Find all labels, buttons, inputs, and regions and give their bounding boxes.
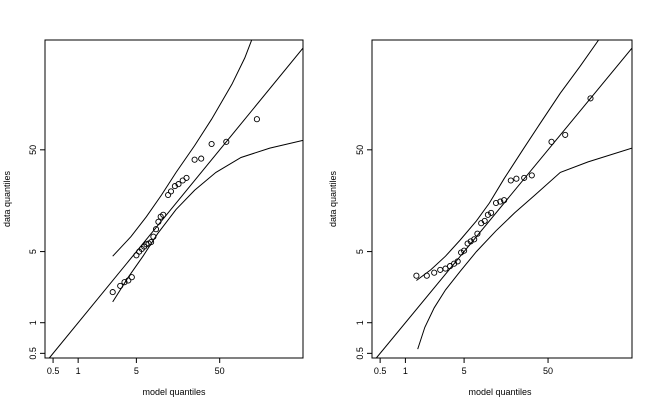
data-point — [513, 175, 520, 182]
plot-frame — [371, 39, 633, 359]
x-tick-label: 1 — [403, 366, 408, 376]
upper-envelope-line — [112, 40, 253, 257]
data-point — [587, 95, 594, 102]
data-point — [501, 197, 508, 204]
x-tick-label: 0.5 — [374, 366, 387, 376]
data-point — [160, 211, 167, 218]
x-axis-title: model quantiles — [142, 387, 206, 397]
data-point — [191, 156, 198, 163]
lower-envelope-line — [112, 139, 303, 303]
data-point — [148, 239, 155, 246]
data-point — [117, 282, 124, 289]
data-point — [442, 265, 449, 272]
data-point — [454, 258, 461, 265]
upper-envelope-line — [416, 40, 600, 281]
y-axis-title: data quantiles — [2, 170, 12, 227]
point-layer — [413, 95, 594, 279]
y-tick-layer: 0.5 1 5 50 — [355, 145, 372, 360]
data-point — [492, 199, 500, 207]
y-axis-title: data quantiles — [328, 170, 338, 227]
data-point — [413, 272, 420, 279]
point-layer — [109, 116, 260, 296]
x-tick-label: 0.5 — [47, 366, 60, 376]
y-tick-label: 1 — [355, 320, 365, 325]
data-point — [125, 277, 132, 284]
data-point — [507, 177, 514, 184]
data-point — [464, 240, 471, 247]
data-point — [109, 289, 116, 296]
ref-line-layer — [48, 47, 303, 358]
data-point — [208, 140, 215, 148]
y-tick-label: 50 — [355, 145, 365, 155]
y-tick-layer: 0.5 1 5 50 — [28, 145, 45, 360]
lower-envelope-line — [417, 147, 632, 350]
envelope-layer — [416, 40, 632, 350]
y-tick-label: 50 — [28, 145, 38, 155]
x-tick-label: 50 — [543, 366, 553, 376]
data-point — [167, 188, 175, 195]
data-point — [484, 211, 491, 218]
panel-left: 0.5 1 5 50 0.5 1 5 50 model quantiles data qua… — [2, 39, 304, 397]
data-point — [481, 217, 488, 224]
y-tick-label: 0.5 — [355, 347, 365, 360]
plot-frame — [44, 39, 304, 359]
x-tick-label: 50 — [215, 366, 225, 376]
data-point — [521, 174, 528, 181]
data-point — [528, 172, 535, 179]
x-tick-label: 1 — [76, 366, 81, 376]
data-point — [461, 247, 468, 254]
data-point — [133, 252, 140, 259]
y-tick-label: 1 — [28, 320, 38, 325]
data-point — [474, 230, 481, 237]
data-point — [198, 155, 205, 162]
x-tick-label: 5 — [462, 366, 467, 376]
data-point — [548, 138, 555, 145]
data-point — [253, 116, 260, 123]
x-tick-label: 5 — [134, 366, 139, 376]
data-point — [165, 191, 172, 199]
x-tick-layer: 0.5 1 5 50 — [47, 358, 225, 376]
x-tick-layer: 0.5 1 5 50 — [374, 358, 553, 376]
data-point — [121, 279, 128, 286]
data-point — [175, 181, 182, 188]
data-point — [488, 209, 495, 216]
data-point — [152, 226, 160, 233]
data-point — [437, 266, 444, 273]
data-point — [423, 272, 430, 279]
data-point — [431, 269, 438, 276]
panel-right: 0.5 1 5 50 0.5 1 5 50 model quantiles data qua… — [328, 39, 633, 397]
y-tick-label: 5 — [355, 249, 365, 254]
reference-line — [48, 47, 303, 358]
y-tick-label: 5 — [28, 249, 38, 254]
data-point — [183, 174, 190, 181]
data-point — [562, 131, 569, 138]
data-point — [179, 177, 186, 184]
data-point — [150, 233, 157, 240]
data-point — [497, 198, 504, 205]
data-point — [471, 236, 478, 243]
data-point — [155, 218, 162, 225]
envelope-layer — [112, 40, 303, 303]
data-point — [458, 249, 465, 256]
data-point — [223, 138, 230, 145]
data-point — [128, 274, 135, 281]
x-axis-title: model quantiles — [468, 387, 532, 397]
y-tick-label: 0.5 — [28, 347, 38, 360]
